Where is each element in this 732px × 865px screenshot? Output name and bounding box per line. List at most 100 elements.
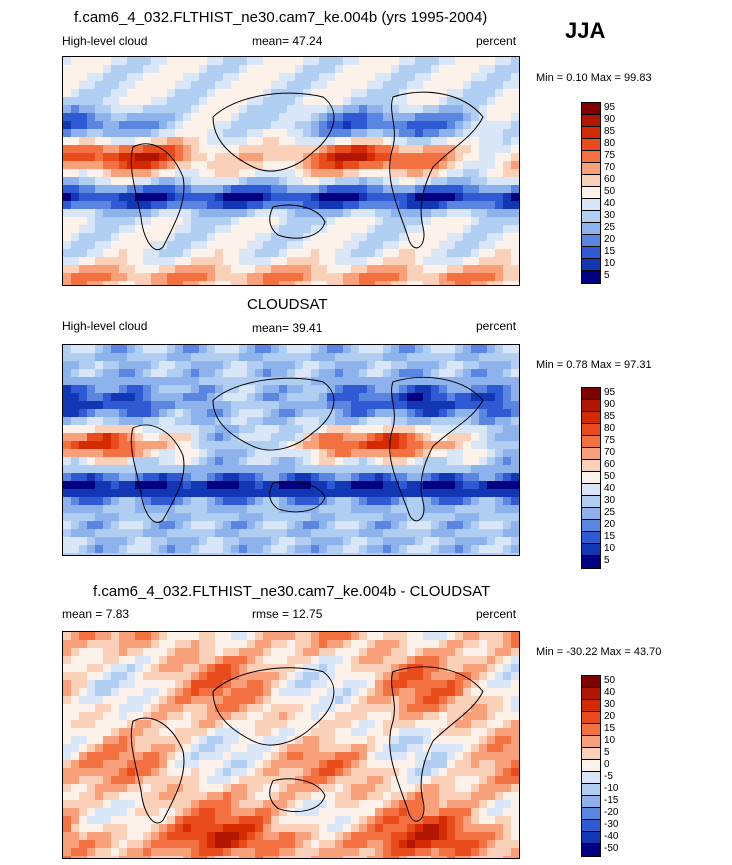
heatmap-cell <box>223 744 232 753</box>
heatmap-cell <box>95 137 104 146</box>
colorbar-tick-label: 30 <box>604 210 616 221</box>
heatmap-cell <box>407 145 416 154</box>
heatmap-cell <box>295 656 304 665</box>
heatmap-cell <box>327 808 336 817</box>
heatmap-cell <box>111 473 120 482</box>
heatmap-cell <box>479 457 488 466</box>
heatmap-cell <box>263 752 272 761</box>
heatmap-cell <box>295 137 304 146</box>
heatmap-cell <box>415 193 424 202</box>
heatmap-cell <box>423 209 432 218</box>
heatmap-cell <box>183 401 192 410</box>
heatmap-cell <box>159 760 168 769</box>
heatmap-cell <box>383 257 392 266</box>
heatmap-cell <box>63 217 72 226</box>
heatmap-cell <box>127 281 136 285</box>
heatmap-cell <box>303 65 312 74</box>
heatmap-cell <box>303 744 312 753</box>
heatmap-cell <box>247 137 256 146</box>
heatmap-cell <box>143 177 152 186</box>
heatmap-cell <box>79 225 88 234</box>
heatmap-cell <box>111 393 120 402</box>
heatmap-cell <box>79 537 88 546</box>
heatmap-cell <box>271 153 280 162</box>
heatmap-cell <box>391 345 400 354</box>
heatmap-cell <box>199 768 208 777</box>
heatmap-cell <box>423 696 432 705</box>
heatmap-cell <box>63 800 72 809</box>
heatmap-cell <box>191 736 200 745</box>
heatmap-cell <box>263 145 272 154</box>
heatmap-cell <box>319 553 328 555</box>
heatmap-cell <box>119 281 128 285</box>
heatmap-cell <box>71 153 80 162</box>
heatmap-cell <box>183 169 192 178</box>
heatmap-cell <box>311 545 320 554</box>
heatmap-cell <box>431 489 440 498</box>
heatmap-cell <box>431 800 440 809</box>
heatmap-cell <box>159 281 168 285</box>
heatmap-cell <box>159 417 168 426</box>
heatmap-cell <box>407 664 416 673</box>
heatmap-cell <box>471 808 480 817</box>
heatmap-cell <box>311 385 320 394</box>
heatmap-cell <box>255 97 264 106</box>
heatmap-cell <box>223 265 232 274</box>
heatmap-cell <box>199 345 208 354</box>
heatmap-cell <box>127 185 136 194</box>
heatmap-cell <box>127 640 136 649</box>
heatmap-cell <box>167 832 176 841</box>
heatmap-cell <box>439 680 448 689</box>
heatmap-cell <box>143 768 152 777</box>
heatmap-cell <box>487 161 496 170</box>
heatmap-cell <box>215 57 224 66</box>
heatmap-cell <box>335 265 344 274</box>
heatmap-cell <box>415 89 424 98</box>
heatmap-cell <box>271 73 280 82</box>
heatmap-cell <box>487 353 496 362</box>
heatmap-cell <box>263 680 272 689</box>
heatmap-cell <box>367 65 376 74</box>
heatmap-cell <box>367 529 376 538</box>
heatmap-cell <box>63 401 72 410</box>
heatmap-cell <box>343 736 352 745</box>
heatmap-cell <box>223 832 232 841</box>
heatmap-cell <box>95 393 104 402</box>
heatmap-cell <box>479 832 488 841</box>
heatmap-cell <box>303 73 312 82</box>
heatmap-cell <box>503 656 512 665</box>
heatmap-cell <box>191 856 200 858</box>
heatmap-cell <box>239 137 248 146</box>
heatmap-cell <box>399 497 408 506</box>
heatmap-cell <box>471 792 480 801</box>
heatmap-cell <box>231 768 240 777</box>
heatmap-cell <box>199 401 208 410</box>
heatmap-cell <box>487 89 496 98</box>
heatmap-cell <box>271 784 280 793</box>
heatmap-cell <box>135 840 144 849</box>
heatmap-cell <box>503 417 512 426</box>
heatmap-cell <box>455 712 464 721</box>
heatmap-cell <box>383 664 392 673</box>
heatmap-cell <box>391 545 400 554</box>
heatmap-cell <box>215 848 224 857</box>
heatmap-cell <box>167 720 176 729</box>
heatmap-cell <box>327 73 336 82</box>
heatmap-cell <box>103 145 112 154</box>
heatmap-cell <box>79 361 88 370</box>
heatmap-cell <box>423 688 432 697</box>
heatmap-cell <box>87 529 96 538</box>
heatmap-cell <box>215 273 224 282</box>
heatmap-cell <box>431 784 440 793</box>
heatmap-cell <box>127 137 136 146</box>
colorbar-tick-label: 10 <box>604 735 616 746</box>
heatmap-cell <box>311 632 320 641</box>
heatmap-cell <box>239 808 248 817</box>
heatmap-cell <box>287 776 296 785</box>
heatmap-cell <box>287 840 296 849</box>
heatmap-cell <box>399 89 408 98</box>
heatmap-cell <box>255 225 264 234</box>
heatmap-cell <box>271 425 280 434</box>
colorbar-tick-label: 70 <box>604 447 616 458</box>
heatmap-cell <box>455 792 464 801</box>
